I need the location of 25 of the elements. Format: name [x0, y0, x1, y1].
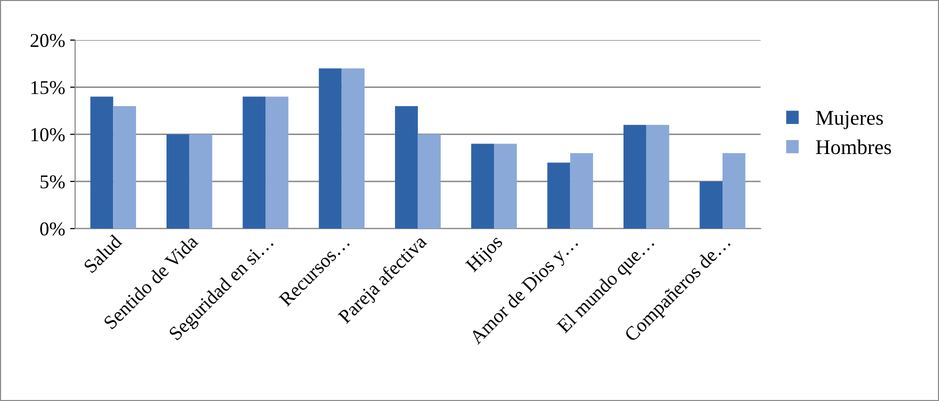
bar [395, 106, 418, 229]
bar [623, 124, 646, 229]
y-tick-label: 10% [31, 128, 65, 142]
y-tick-label: 5% [40, 175, 65, 188]
bar [242, 96, 266, 229]
legend-label: Hombres [816, 140, 891, 154]
y-tick-label: 15% [31, 81, 65, 94]
bar [266, 96, 288, 229]
bar [166, 134, 190, 229]
bar [700, 181, 723, 229]
bar [570, 153, 594, 229]
bar [646, 124, 670, 229]
y-tick-label: 20% [30, 34, 65, 48]
bar [494, 144, 517, 229]
bar [418, 134, 441, 229]
legend-label: Mujeres [816, 110, 883, 130]
bar [722, 153, 746, 229]
bar [189, 134, 212, 229]
y-tick-label: 0% [40, 222, 65, 236]
bar [113, 106, 136, 229]
bar [318, 68, 342, 229]
bar [90, 96, 114, 229]
bar [342, 68, 365, 229]
bar [547, 162, 570, 229]
bar [471, 144, 494, 229]
